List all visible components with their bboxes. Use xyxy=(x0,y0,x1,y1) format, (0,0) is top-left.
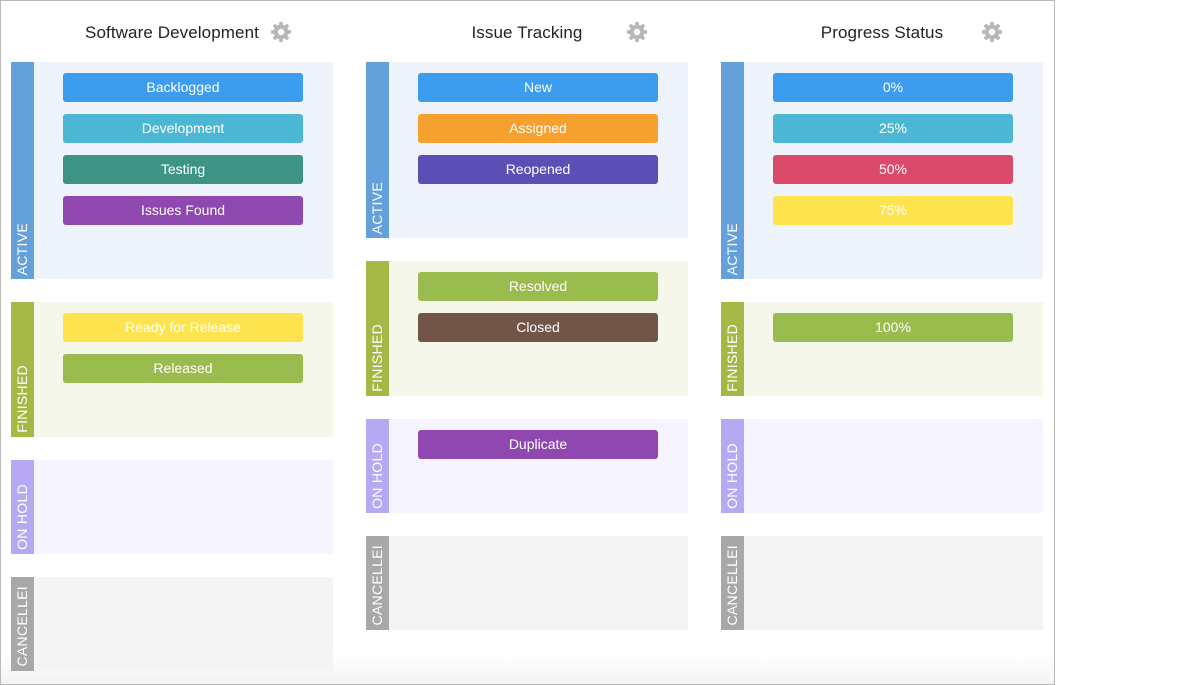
column-title: Software Development xyxy=(85,23,259,42)
section-strip: Finished xyxy=(366,261,389,396)
status-ready-for-release[interactable]: Ready for Release xyxy=(63,313,303,342)
section-strip: Finished xyxy=(721,302,744,396)
section-label: Finished xyxy=(369,324,385,392)
section-label: Active xyxy=(724,222,740,275)
status-closed[interactable]: Closed xyxy=(418,313,658,342)
status-issues-found[interactable]: Issues Found xyxy=(63,196,303,225)
status-resolved[interactable]: Resolved xyxy=(418,272,658,301)
section-label: CANCELLEI xyxy=(14,586,30,667)
column-header: Issue Tracking xyxy=(366,19,688,49)
status-reopened[interactable]: Reopened xyxy=(418,155,658,184)
column-title: Issue Tracking xyxy=(471,23,583,42)
section-label: On Hold xyxy=(369,443,385,509)
status-backlogged[interactable]: Backlogged xyxy=(63,73,303,102)
column-header: Software Development xyxy=(11,19,333,49)
status-testing[interactable]: Testing xyxy=(63,155,303,184)
column-issue-tracking: Issue Tracking Active New Assigned Reopened F… xyxy=(366,1,688,684)
column-software-development: Software Development Active Backlogged Deve… xyxy=(11,1,333,684)
section-strip: On Hold xyxy=(366,419,389,513)
section-finished: Finished Resolved Closed xyxy=(366,261,688,396)
status-0[interactable]: 0% xyxy=(773,73,1013,102)
status-25[interactable]: 25% xyxy=(773,114,1013,143)
status-new[interactable]: New xyxy=(418,73,658,102)
section-cancelled: CANCELLEI xyxy=(721,536,1043,630)
status-50[interactable]: 50% xyxy=(773,155,1013,184)
section-cancelled: CANCELLEI xyxy=(11,577,333,671)
section-on-hold: On Hold Duplicate xyxy=(366,419,688,513)
section-label: CANCELLEI xyxy=(724,545,740,626)
section-strip: On Hold xyxy=(11,460,34,554)
column-title: Progress Status xyxy=(820,23,944,42)
section-active: Active Backlogged Development Testing Issues… xyxy=(11,62,333,279)
section-cancelled: CANCELLEI xyxy=(366,536,688,630)
status-100[interactable]: 100% xyxy=(773,313,1013,342)
section-strip: CANCELLEI xyxy=(366,536,389,630)
section-on-hold: On Hold xyxy=(11,460,333,554)
gear-icon[interactable] xyxy=(270,21,294,45)
section-strip: CANCELLEI xyxy=(721,536,744,630)
column-header: Progress Status xyxy=(721,19,1043,49)
section-label: Active xyxy=(369,181,385,234)
section-label: On Hold xyxy=(14,484,30,550)
section-label: CANCELLEI xyxy=(369,545,385,626)
section-strip: On Hold xyxy=(721,419,744,513)
status-released[interactable]: Released xyxy=(63,354,303,383)
section-active: Active 0% 25% 50% 75% xyxy=(721,62,1043,279)
section-strip: Finished xyxy=(11,302,34,437)
section-finished: Finished Ready for Release Released xyxy=(11,302,333,437)
section-strip: Active xyxy=(366,62,389,238)
section-label: Active xyxy=(14,222,30,275)
status-duplicate[interactable]: Duplicate xyxy=(418,430,658,459)
status-board: Software Development Active Backlogged Deve… xyxy=(0,0,1055,685)
section-strip: Active xyxy=(11,62,34,279)
status-development[interactable]: Development xyxy=(63,114,303,143)
section-label: Finished xyxy=(14,365,30,433)
status-assigned[interactable]: Assigned xyxy=(418,114,658,143)
gear-icon[interactable] xyxy=(626,21,650,45)
section-on-hold: On Hold xyxy=(721,419,1043,513)
column-progress-status: Progress Status Active 0% 25% 50% 75% Finished… xyxy=(721,1,1043,684)
section-label: Finished xyxy=(724,324,740,392)
section-strip: CANCELLEI xyxy=(11,577,34,671)
section-active: Active New Assigned Reopened xyxy=(366,62,688,238)
section-label: On Hold xyxy=(724,443,740,509)
section-finished: Finished 100% xyxy=(721,302,1043,396)
gear-icon[interactable] xyxy=(981,21,1005,45)
section-strip: Active xyxy=(721,62,744,279)
status-75[interactable]: 75% xyxy=(773,196,1013,225)
